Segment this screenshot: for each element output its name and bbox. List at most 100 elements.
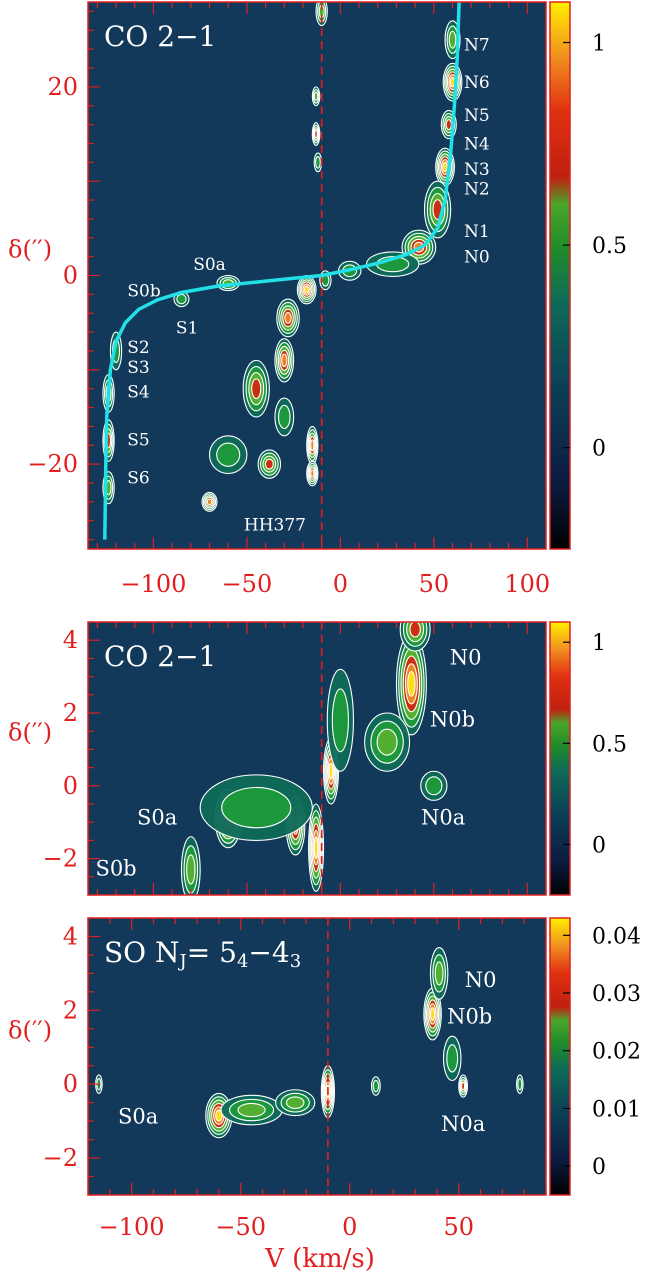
y-axis-label: δ(′′) (8, 719, 52, 747)
region-label: N4 (464, 134, 490, 154)
colorbar-label: 0.04 (592, 924, 641, 949)
region-label: S0b (127, 282, 160, 302)
x-tick-label: 0 (333, 570, 348, 598)
y-tick-label: −2 (43, 845, 78, 873)
emission-contour (314, 129, 318, 139)
region-label: N0b (447, 1005, 492, 1029)
region-label: S0a (137, 806, 177, 830)
y-ticks: 4 2 0 −2 (43, 621, 100, 896)
colorbar-label: 0 (592, 833, 606, 858)
region-label: N1 (464, 222, 490, 242)
emission-contour (445, 119, 452, 131)
emission-contour (434, 961, 444, 986)
emission-contour (442, 161, 448, 173)
emission-contour (206, 498, 213, 506)
region-label: N0 (465, 968, 497, 992)
x-ticks (96, 622, 547, 895)
y-tick-label: 0 (63, 772, 78, 800)
emission-contour (237, 1102, 266, 1118)
x-ticks: −100 −50 0 50 (87, 918, 547, 1241)
region-label: N0a (441, 1112, 485, 1136)
emission-contour (216, 442, 241, 467)
emission-contour (517, 1077, 523, 1091)
fit-curve (103, 2, 461, 540)
region-label: N0a (421, 806, 465, 830)
colorbar: 10.50 (549, 621, 627, 896)
emission-contour (425, 776, 443, 796)
emission-contour (310, 439, 315, 452)
x-tick-label: 50 (419, 570, 450, 598)
emission-contour (264, 458, 274, 470)
y-tick-label: 2 (63, 996, 78, 1024)
region-label: HH377 (244, 515, 306, 535)
emission-contour (376, 728, 398, 756)
y-ticks: 4 2 0 −2 (43, 917, 100, 1196)
plot-frame (87, 917, 547, 1196)
x-tick-label: −100 (120, 570, 186, 598)
region-label: S0a (118, 1104, 158, 1128)
emission-contour (446, 1044, 459, 1073)
colorbar-label: 0.02 (592, 1040, 641, 1065)
y-tick-label: 4 (63, 922, 78, 950)
y-tick-label: 0 (63, 262, 78, 290)
colorbar-scale (549, 1, 571, 550)
y-axis-label: δ(′′) (8, 1017, 52, 1045)
colorbar: 0.04 0.03 0.02 0.01 0 (549, 917, 641, 1196)
emission-contour (176, 293, 187, 305)
x-tick-label: −100 (99, 1213, 165, 1241)
heatmap-bottom (88, 918, 546, 1195)
emission-contour (372, 1079, 380, 1093)
annotations: N0 N0b N0a S0a (118, 968, 496, 1136)
plot-frame (87, 621, 547, 896)
y-tick-label: 2 (63, 699, 78, 727)
y-tick-label: 0 (63, 1070, 78, 1098)
x-tick-label: 50 (443, 1213, 474, 1241)
emission-contour (284, 312, 292, 324)
annotations: N0 N0b N0a S0a S0b (95, 645, 481, 880)
x-tick-label: −50 (215, 1213, 266, 1241)
heatmap-background (88, 918, 546, 1195)
region-label: S4 (127, 383, 149, 403)
colorbar-label: 0 (592, 437, 606, 462)
region-label: N0 (464, 248, 490, 268)
emission-contour (313, 836, 319, 859)
emission-contour (277, 404, 291, 430)
region-label: S2 (127, 338, 149, 358)
panel-bottom: −100 −50 0 50 4 2 0 −2 N0 N0b N0a S0a SO NJ= 54−4… (8, 917, 641, 1241)
emission-blobs (95, 946, 524, 1139)
y-tick-label: 20 (47, 73, 78, 101)
colorbar-label: 0.5 (592, 732, 627, 757)
emission-contour (448, 30, 457, 49)
emission-contour (407, 670, 416, 697)
region-label: S0b (95, 857, 136, 881)
x-tick-label: −50 (222, 570, 273, 598)
emission-blobs (180, 622, 448, 895)
x-ticks: −100 −50 0 50 100 (96, 2, 550, 598)
panel-title: SO NJ= 54−43 (104, 936, 301, 972)
y-tick-label: 4 (63, 626, 78, 654)
region-label: N5 (464, 106, 490, 126)
heatmap-middle (88, 622, 546, 895)
emission-contour (429, 1007, 436, 1021)
y-ticks: 20 0 −20 (27, 10, 100, 541)
colorbar-label: 0.5 (592, 234, 627, 259)
emission-contour (328, 762, 334, 780)
emission-contour (281, 353, 288, 368)
emission-contour (315, 155, 321, 169)
emission-contour (285, 1096, 305, 1109)
x-tick-label: 100 (504, 570, 550, 598)
region-label: N3 (464, 160, 490, 180)
region-label: N7 (464, 35, 490, 55)
colorbar-label: 1 (592, 32, 606, 57)
emission-contour (303, 285, 310, 294)
emission-contour (221, 786, 292, 829)
emission-contour (186, 854, 196, 885)
region-label: N0b (430, 707, 475, 731)
emission-contour (461, 1081, 466, 1091)
emission-contour (331, 688, 349, 753)
region-label: S3 (127, 358, 149, 378)
emission-contour (313, 91, 319, 102)
colorbar: 10.50 (549, 1, 627, 550)
